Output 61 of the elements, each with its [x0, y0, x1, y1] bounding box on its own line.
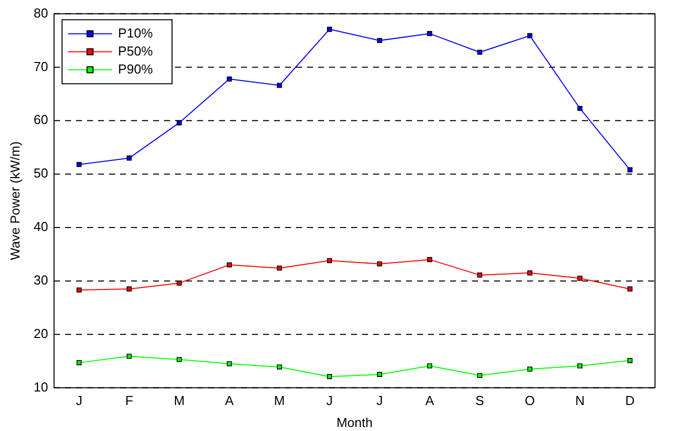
point [527, 270, 532, 276]
x-tick-label: A [225, 393, 234, 408]
point [377, 261, 382, 266]
point [377, 372, 382, 377]
legend-label: P90% [118, 61, 154, 76]
legend-label: P10% [118, 25, 154, 40]
y-tick-label: 20 [34, 326, 48, 341]
y-tick-label: 70 [34, 58, 48, 74]
point [126, 156, 132, 161]
point [226, 361, 232, 366]
point [276, 82, 282, 88]
point [326, 258, 332, 264]
point [577, 106, 582, 111]
x-tick-label: M [174, 393, 185, 408]
x-tick-label: S [475, 393, 484, 408]
point [577, 363, 582, 368]
point [577, 276, 582, 281]
point [427, 363, 432, 368]
point [126, 286, 132, 292]
point [76, 360, 82, 366]
y-tick-label: 80 [34, 5, 48, 20]
point [76, 162, 82, 167]
point [276, 266, 282, 271]
point [176, 280, 182, 286]
point [326, 26, 332, 32]
x-tick-label: N [575, 393, 585, 408]
point [427, 31, 432, 36]
point [527, 33, 532, 38]
point [377, 38, 382, 44]
legend-label: P50% [118, 43, 154, 58]
x-tick-label: J [326, 393, 333, 408]
point [627, 167, 632, 172]
point [176, 356, 182, 362]
y-tick-label: 60 [34, 112, 48, 128]
point [627, 286, 632, 292]
point [477, 50, 482, 55]
point [126, 354, 132, 359]
x-tick-label: M [274, 393, 285, 408]
point [627, 358, 632, 364]
point [527, 366, 532, 372]
y-tick-label: 50 [34, 166, 48, 181]
x-axis-title: Month [336, 414, 373, 430]
x-tick-label: A [425, 393, 434, 408]
point [226, 262, 232, 268]
point [326, 374, 332, 380]
x-tick-label: D [625, 393, 635, 408]
point [176, 120, 182, 126]
x-tick-label: J [376, 393, 383, 408]
point [276, 364, 282, 370]
y-axis-title: Wave Power (kW/m) [7, 141, 22, 260]
point [76, 288, 82, 293]
y-tick-label: 10 [34, 379, 48, 394]
x-tick-label: F [125, 393, 134, 408]
y-tick-label: 30 [34, 272, 48, 288]
x-tick-label: J [76, 393, 82, 408]
point [226, 76, 232, 82]
point [427, 257, 432, 262]
point [477, 272, 482, 278]
x-tick-label: O [524, 393, 535, 408]
point [477, 372, 482, 378]
y-tick-label: 40 [34, 219, 48, 234]
